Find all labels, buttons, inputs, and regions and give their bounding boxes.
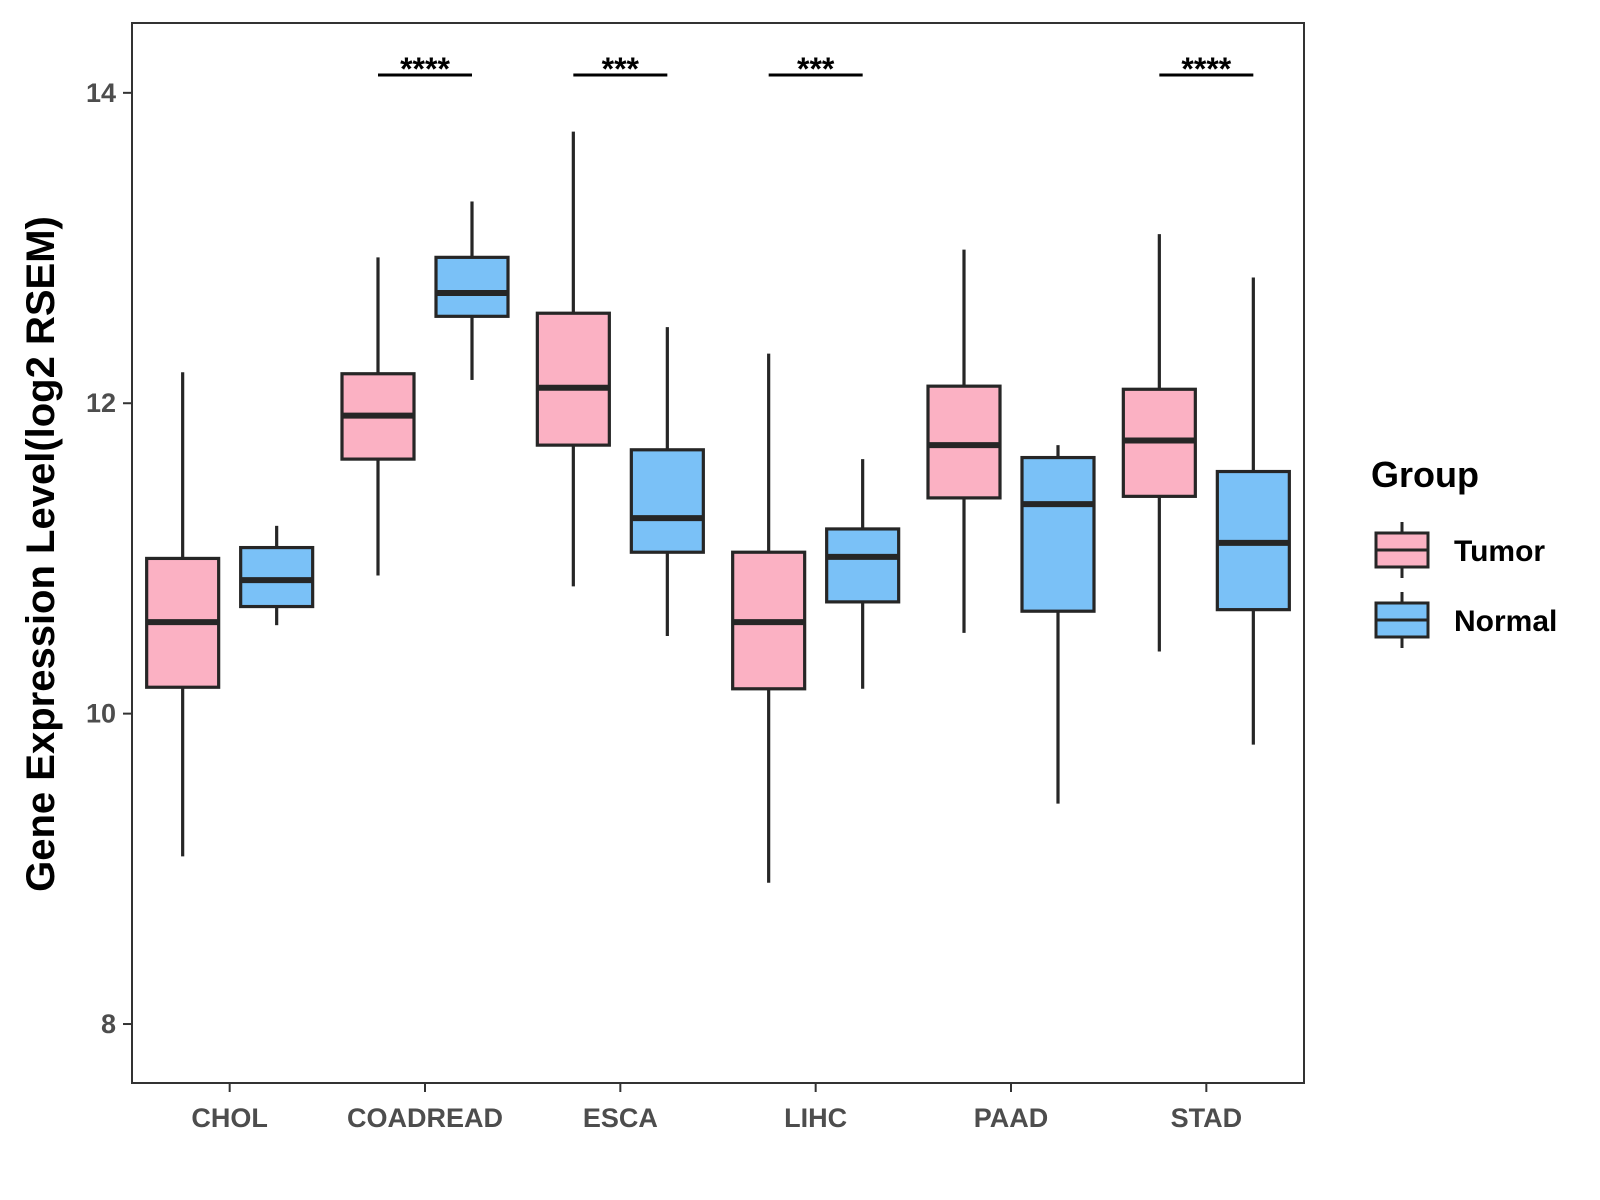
series-tumor: [145, 131, 1197, 883]
legend-title: Group: [1371, 454, 1479, 495]
y-axis: 8 10 12 14: [86, 78, 132, 1039]
x-tick-label-coadread: COADREAD: [347, 1103, 503, 1133]
x-tick-label-paad: PAAD: [974, 1103, 1049, 1133]
box-tumor-esca: [535, 131, 611, 587]
series-normal: [239, 201, 1291, 804]
y-tick-label: 10: [86, 699, 116, 729]
x-tick-label-stad: STAD: [1171, 1103, 1243, 1133]
box-normal-stad: [1215, 277, 1291, 745]
x-axis: CHOL COADREAD ESCA LIHC PAAD STAD: [191, 1083, 1242, 1133]
significance-lihc: ***: [768, 51, 863, 87]
plot-panel-border: [131, 22, 1305, 1084]
box-normal-lihc: [825, 459, 901, 689]
significance-stad: ****: [1159, 51, 1254, 87]
significance-esca: ***: [573, 51, 668, 87]
box-tumor-stad: [1121, 234, 1197, 652]
legend-item-normal: Normal: [1374, 592, 1557, 648]
box-tumor-chol: [145, 372, 221, 857]
legend-item-tumor: Tumor: [1374, 522, 1545, 578]
box-iqr: [926, 384, 1002, 500]
x-tick-label-chol: CHOL: [191, 1103, 268, 1133]
legend-label-tumor: Tumor: [1454, 535, 1545, 568]
significance-label: ****: [1181, 51, 1231, 87]
significance-label: ***: [797, 51, 835, 87]
significance-annotations: **** *** *** ****: [378, 51, 1254, 87]
box-series: [145, 131, 1291, 883]
box-normal-coadread: [434, 201, 510, 380]
y-tick-label: 12: [86, 388, 116, 418]
box-normal-paad: [1020, 445, 1096, 804]
box-iqr: [434, 255, 510, 318]
significance-label: ****: [400, 51, 450, 87]
box-normal-chol: [239, 525, 315, 626]
box-iqr: [629, 448, 705, 554]
significance-coadread: ****: [378, 51, 472, 87]
significance-label: ***: [602, 51, 640, 87]
y-tick-label: 14: [86, 78, 116, 108]
box-tumor-lihc: [731, 353, 807, 883]
legend: Group Tumor Normal: [1371, 454, 1557, 648]
box-iqr: [535, 311, 611, 447]
box-normal-esca: [629, 327, 705, 637]
x-tick-label-esca: ESCA: [583, 1103, 658, 1133]
box-tumor-coadread: [340, 257, 416, 576]
box-iqr: [825, 527, 901, 604]
legend-label-normal: Normal: [1454, 605, 1557, 638]
y-tick-label: 8: [101, 1009, 116, 1039]
x-tick-label-lihc: LIHC: [784, 1103, 847, 1133]
box-iqr: [239, 545, 315, 609]
box-iqr: [1020, 455, 1096, 613]
y-axis-title: Gene Expression Level(log2 RSEM): [19, 216, 63, 892]
box-tumor-paad: [926, 249, 1002, 633]
